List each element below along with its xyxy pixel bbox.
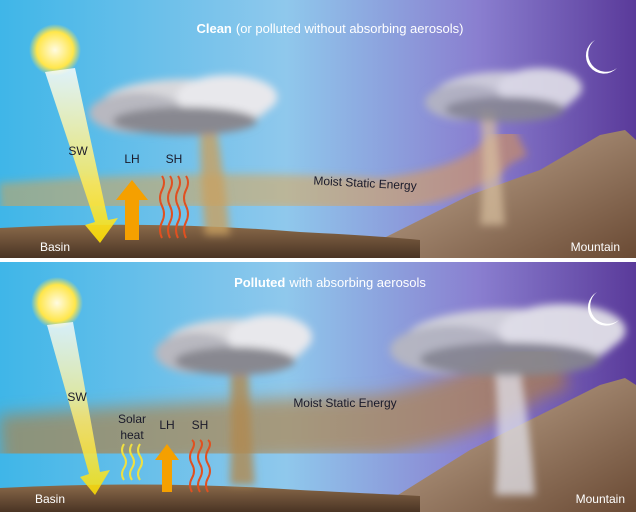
basin-label: Basin — [35, 492, 65, 506]
panel-title: Clean (or polluted without absorbing aero… — [196, 21, 463, 36]
sh-label: SH — [192, 418, 209, 432]
sw-label: SW — [67, 390, 87, 404]
lh-label: LH — [124, 152, 139, 166]
mountain-label: Mountain — [576, 492, 625, 506]
panel-polluted: Polluted with absorbing aerosols SW Solar… — [0, 262, 636, 512]
mse-label: Moist Static Energy — [313, 173, 417, 192]
solar-heat-label: heat — [120, 428, 144, 442]
panel-title: Polluted with absorbing aerosols — [234, 275, 426, 290]
sh-label: SH — [166, 152, 183, 166]
sw-label: SW — [68, 144, 88, 158]
mountain-label: Mountain — [571, 240, 620, 254]
lh-label: LH — [159, 418, 174, 432]
title-rest: (or polluted without absorbing aerosols) — [236, 21, 464, 36]
title-bold: Clean — [196, 21, 231, 36]
mse-label: Moist Static Energy — [293, 396, 396, 410]
basin-label: Basin — [40, 240, 70, 254]
title-rest: with absorbing aerosols — [288, 275, 426, 290]
panel-clean: Clean (or polluted without absorbing aero… — [0, 0, 636, 258]
title-bold: Polluted — [234, 275, 285, 290]
solar-heat-label: Solar — [118, 412, 146, 426]
